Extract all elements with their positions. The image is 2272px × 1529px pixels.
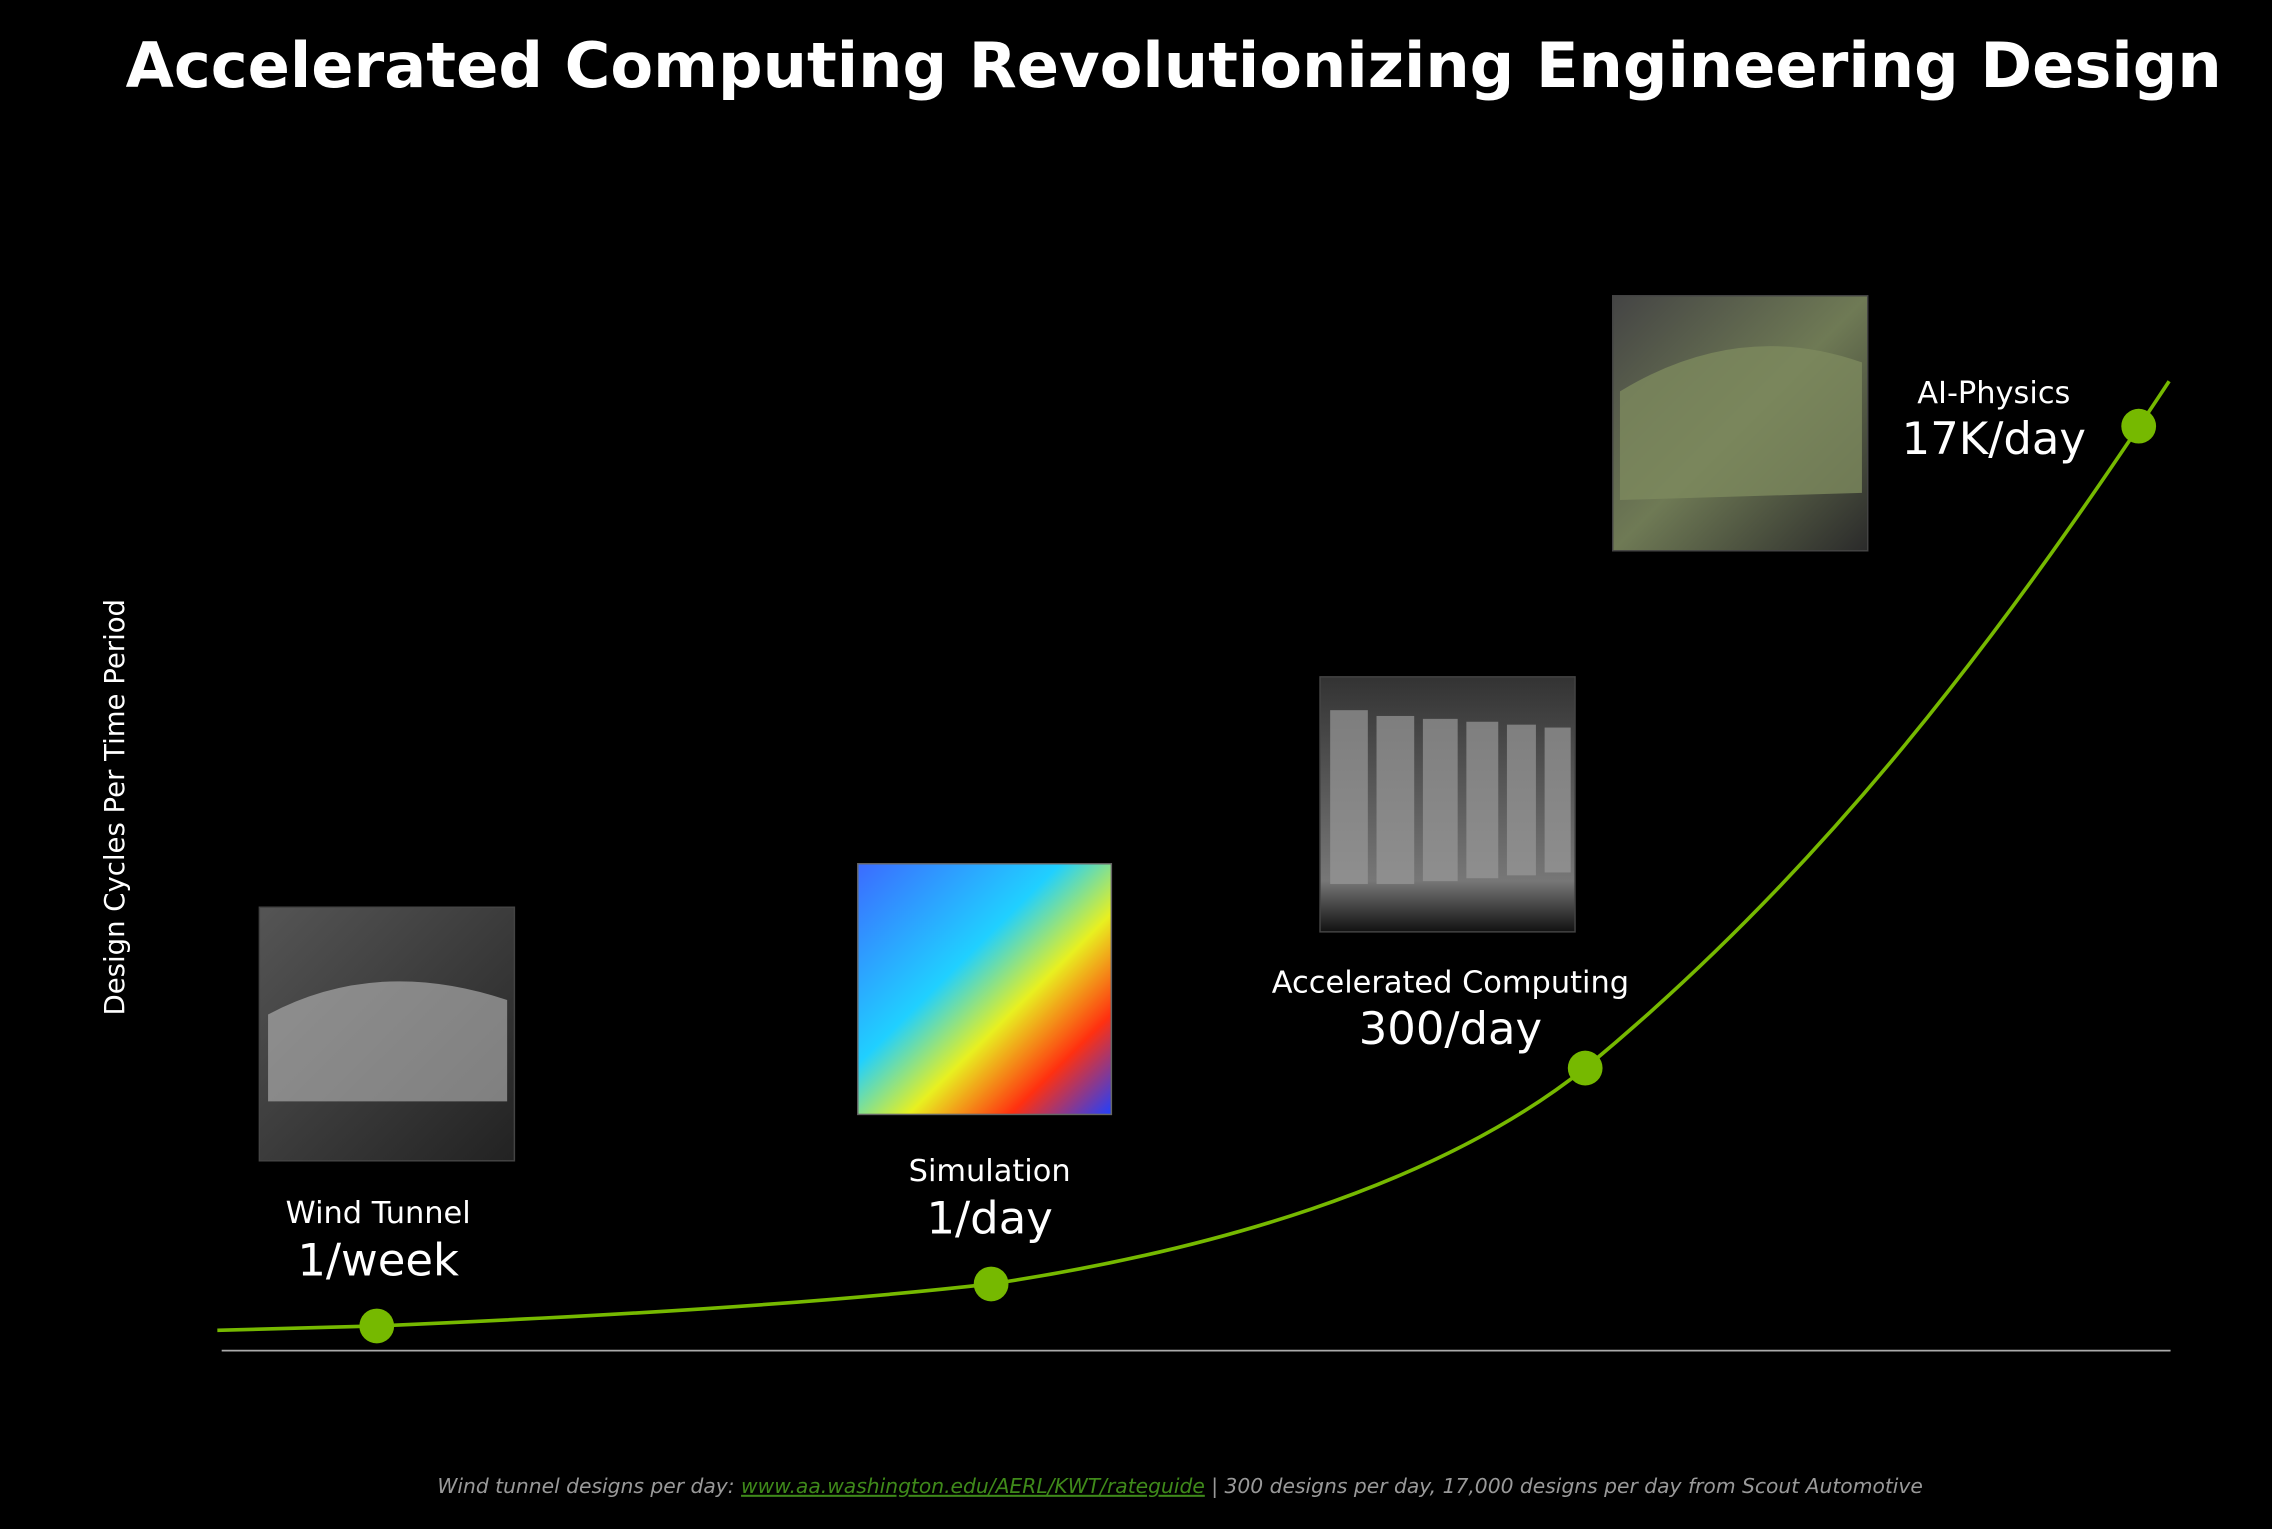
stage-label: AI-Physics [1917, 376, 2070, 411]
stage-rate: 17K/day [1902, 412, 2086, 465]
title: Accelerated Computing Revolutionizing En… [126, 29, 2222, 102]
footnote-link[interactable]: www.aa.washington.edu/AERL/KWT/rateguide [741, 1473, 1205, 1497]
y-axis-label: Design Cycles Per Time Period [99, 599, 131, 1016]
simulation-image [857, 863, 1113, 1116]
growth-curve [217, 380, 2171, 1333]
point [973, 1266, 1009, 1302]
truck-shape [1619, 346, 1862, 501]
stage-rate: 1/day [926, 1192, 1052, 1245]
point [2121, 408, 2157, 444]
car-shape [268, 981, 508, 1102]
footnote-prefix: Wind tunnel designs per day: [437, 1473, 741, 1497]
images [258, 295, 1869, 1162]
point [1567, 1050, 1603, 1086]
stage-rate: 1/week [297, 1234, 459, 1287]
footnote-suffix: | 300 designs per day, 17,000 designs pe… [1205, 1473, 1923, 1497]
stage-label: Wind Tunnel [286, 1196, 471, 1231]
stage-label: Simulation [909, 1154, 1071, 1189]
points [359, 408, 2157, 1344]
server-racks [1330, 710, 1571, 885]
stage-label: Accelerated Computing [1272, 966, 1629, 1001]
point [359, 1308, 395, 1344]
footnote: Wind tunnel designs per day: www.aa.wash… [405, 1473, 1942, 1497]
stage-rate: 300/day [1359, 1002, 1542, 1055]
